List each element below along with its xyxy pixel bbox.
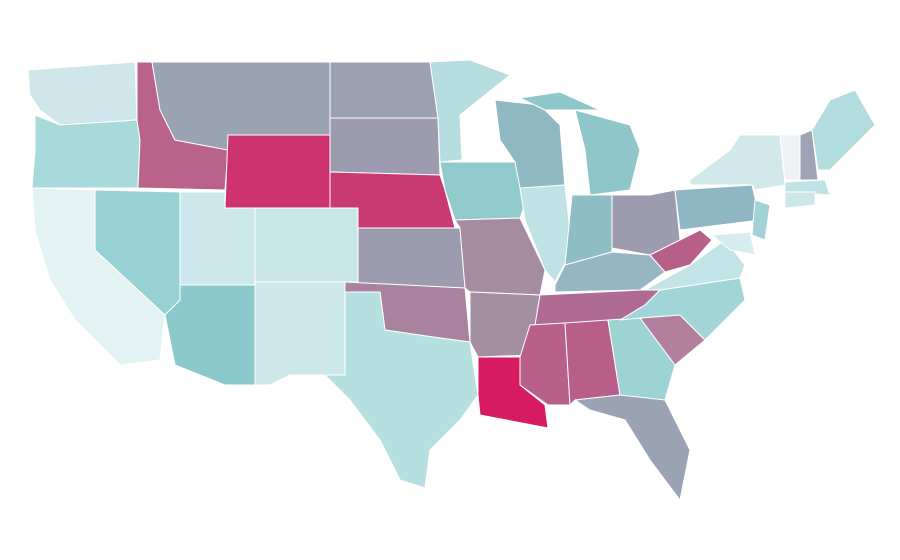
state: [811, 89, 876, 171]
state: [574, 109, 641, 196]
state: [519, 184, 573, 283]
state: [289, 291, 479, 489]
state: [469, 291, 541, 358]
state: [711, 231, 756, 256]
state: [31, 114, 141, 189]
state: [329, 61, 439, 119]
state: [224, 134, 331, 209]
state: [649, 229, 713, 273]
state: [784, 179, 831, 196]
state: [429, 59, 511, 163]
state: [674, 184, 761, 231]
state: [519, 91, 601, 111]
state: [27, 61, 138, 126]
state: [574, 394, 691, 501]
state: [357, 227, 466, 289]
state: [254, 207, 359, 283]
state: [329, 117, 441, 176]
state: [689, 134, 786, 191]
state: [254, 281, 346, 386]
state: [751, 199, 771, 241]
state: [784, 191, 816, 209]
